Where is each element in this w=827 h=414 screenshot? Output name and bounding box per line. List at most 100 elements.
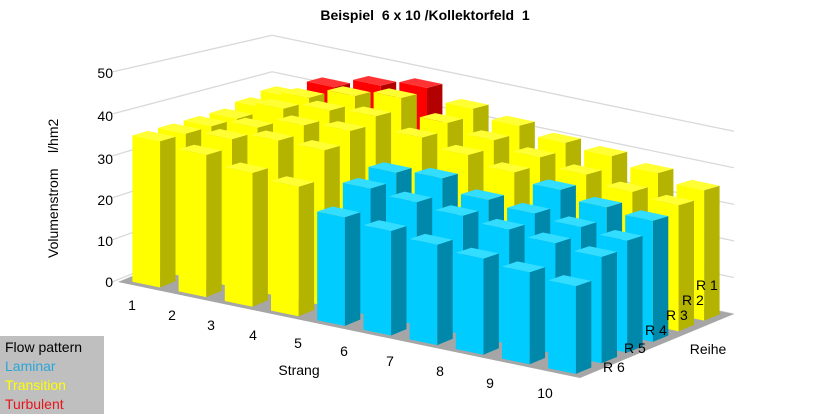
bar-r6-strang-5 (317, 206, 361, 326)
bar-side-face (252, 168, 268, 307)
bar-front-face (409, 239, 438, 346)
legend-entry-laminar: Laminar (5, 358, 56, 374)
bar-r6-strang-7 (409, 233, 453, 346)
bar-side-face (601, 251, 617, 364)
y-tick-label: 0 (105, 274, 113, 290)
bar-front-face (455, 252, 484, 355)
bar-front-face (548, 280, 576, 374)
x-tick-label: 3 (207, 317, 215, 333)
bar-top-face (579, 196, 623, 208)
bar-top-face (399, 78, 443, 88)
z-tick-labels: R 1R 2R 3R 4 R 5 R 6 (603, 277, 718, 375)
y-tick-label: 40 (97, 108, 113, 124)
x-tick-label: 9 (486, 375, 494, 391)
bar-top-face (460, 189, 504, 200)
bar-top-face (466, 130, 510, 141)
bar-top-face (532, 179, 576, 190)
bar-side-face (652, 216, 669, 342)
bar-top-face (491, 115, 535, 126)
z-tick-label: R 2 (682, 292, 704, 308)
x-axis-label: Strang (278, 362, 319, 378)
bar-r6-strang-2 (178, 144, 222, 298)
y-tick-labels: 0 10 20 30 40 50 (97, 65, 113, 290)
x-tick-label: 1 (128, 297, 136, 313)
bar-top-face (419, 113, 463, 123)
bar-top-face (229, 117, 273, 128)
bar-r6-strang-9 (502, 261, 546, 365)
bar-side-face (437, 239, 453, 346)
x-tick-label: 5 (294, 335, 302, 351)
bar-top-face (301, 100, 345, 111)
bar-top-face (548, 275, 592, 287)
bar-top-face (389, 191, 433, 203)
bar-side-face (627, 235, 643, 353)
bar-side-face (206, 150, 222, 298)
bar-top-face (630, 163, 674, 174)
bar-top-face (512, 147, 556, 158)
x-tick-label: 4 (249, 327, 257, 343)
bar-top-face (507, 202, 551, 214)
z-axis-label: Reihe (690, 341, 727, 357)
bar-top-face (455, 247, 499, 259)
bar-top-face (584, 146, 628, 157)
y-axis-label: Volumenstrom l/hm2 (45, 119, 61, 258)
bar-top-face (224, 162, 268, 173)
bar-top-face (183, 116, 227, 127)
bar-top-face (255, 98, 299, 109)
y-tick-label: 20 (97, 192, 113, 208)
bar-top-face (676, 179, 720, 191)
bar-side-face (483, 253, 499, 355)
x-tick-label: 2 (168, 307, 176, 323)
bar-side-face (704, 185, 720, 321)
bar-top-face (250, 130, 294, 141)
z-tick-label: R 3 (666, 307, 688, 323)
z-tick-label: R 5 (624, 340, 646, 356)
bar-top-face (348, 106, 392, 117)
bar-top-face (604, 181, 648, 192)
bar-r6-strang-3 (224, 162, 268, 307)
bar-top-face (132, 130, 176, 142)
bar-top-face (553, 216, 597, 227)
bar-top-face (573, 246, 617, 257)
y-tick-label: 50 (97, 65, 113, 81)
bar-side-face (298, 182, 315, 317)
x-tick-label: 10 (537, 385, 553, 401)
bar-front-face (363, 225, 392, 336)
bar-top-face (204, 129, 248, 140)
bar-side-face (575, 280, 592, 374)
bar-top-face (296, 140, 340, 151)
bar-side-face (160, 136, 176, 288)
bar-top-face (327, 86, 371, 97)
bar-top-face (537, 132, 581, 143)
y-tick-label: 30 (97, 151, 113, 167)
bar-top-face (481, 218, 525, 230)
x-tick-labels: 1 2 3 4 5 6 7 8 9 10 (128, 297, 553, 401)
legend-title: Flow pattern (5, 339, 83, 355)
bar-side-face (529, 267, 546, 365)
bar-top-face (414, 167, 458, 179)
bar-top-face (317, 206, 361, 218)
z-tick-label: R 6 (603, 359, 625, 375)
bar-r6-strang-6 (363, 220, 407, 336)
y-tick-label: 10 (97, 233, 113, 249)
bar-front-face (271, 181, 299, 317)
bar-top-face (440, 144, 484, 155)
z-tick-label: R 4 (645, 322, 667, 338)
bar-top-face (353, 76, 397, 86)
bar-top-face (306, 77, 350, 88)
bar-top-face (409, 233, 453, 245)
bar-side-face (391, 226, 407, 336)
bar-top-face (599, 230, 643, 241)
bar-top-face (276, 115, 320, 126)
bar-top-face (368, 162, 412, 173)
x-tick-label: 7 (386, 353, 394, 369)
bar-top-face (435, 205, 479, 216)
x-tick-label: 6 (340, 343, 348, 359)
bar-top-face (445, 98, 489, 109)
bar-r6-strang-8 (455, 247, 499, 355)
bar-top-face (281, 88, 325, 98)
chart-title: Beispiel 6 x 10 /Kollektorfeld 1 (320, 7, 530, 23)
legend-entry-turbulent: Turbulent (5, 396, 64, 412)
gridline (111, 34, 735, 132)
bar-front-face (224, 167, 253, 307)
